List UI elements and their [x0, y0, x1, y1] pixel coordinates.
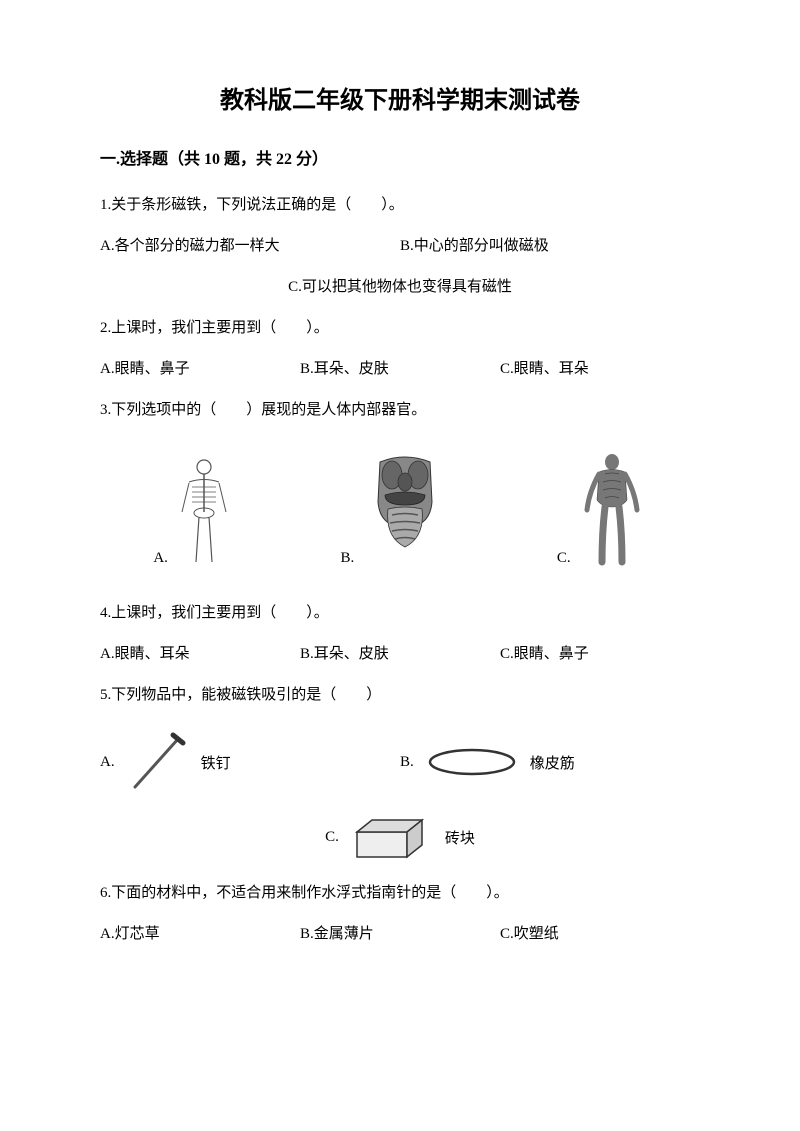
q6-option-b: B.金属薄片: [300, 918, 500, 951]
section-header: 一.选择题（共 10 题，共 22 分）: [100, 145, 700, 169]
q1-options-row2: C.可以把其他物体也变得具有磁性: [100, 271, 700, 304]
q1-option-c: C.可以把其他物体也变得具有磁性: [100, 271, 700, 304]
q3-image-options: A. B.: [100, 447, 700, 567]
q5-name-c: 砖块: [445, 827, 475, 848]
q4-options: A.眼睛、耳朵 B.耳朵、皮肤 C.眼睛、鼻子: [100, 638, 700, 671]
question-3: 3.下列选项中的（ ）展现的是人体内部器官。: [100, 394, 700, 427]
q6-option-c: C.吹塑纸: [500, 918, 700, 951]
q4-option-a: A.眼睛、耳朵: [100, 638, 300, 671]
skeleton-icon: [174, 457, 234, 567]
q4-option-c: C.眼睛、鼻子: [500, 638, 700, 671]
q5-label-b: B.: [400, 754, 414, 771]
q6-option-a: A.灯芯草: [100, 918, 300, 951]
question-2: 2.上课时，我们主要用到（ ）。: [100, 312, 700, 345]
rubber-band-icon: [422, 742, 522, 782]
q2-option-a: A.眼睛、鼻子: [100, 353, 300, 386]
q1-option-b: B.中心的部分叫做磁极: [400, 230, 700, 263]
q3-option-a: A.: [153, 457, 234, 567]
organs-icon: [360, 447, 450, 567]
brick-icon: [347, 812, 437, 862]
q4-option-b: B.耳朵、皮肤: [300, 638, 500, 671]
q5-option-c: C. 砖块: [100, 812, 700, 862]
q3-option-b: B.: [341, 447, 451, 567]
q3-label-c: C.: [557, 550, 571, 567]
q1-option-a: A.各个部分的磁力都一样大: [100, 230, 400, 263]
q5-label-a: A.: [100, 754, 115, 771]
q5-row1: A. 铁钉 B. 橡皮筋: [100, 727, 700, 797]
q5-row2: C. 砖块: [100, 812, 700, 862]
q5-option-b: B. 橡皮筋: [400, 742, 700, 782]
q5-name-b: 橡皮筋: [530, 752, 575, 773]
q6-options: A.灯芯草 B.金属薄片 C.吹塑纸: [100, 918, 700, 951]
question-6: 6.下面的材料中，不适合用来制作水浮式指南针的是（ ）。: [100, 877, 700, 910]
q3-option-c: C.: [557, 452, 647, 567]
muscular-body-icon: [577, 452, 647, 567]
page-title: 教科版二年级下册科学期末测试卷: [100, 80, 700, 115]
q2-option-c: C.眼睛、耳朵: [500, 353, 700, 386]
question-1: 1.关于条形磁铁，下列说法正确的是（ ）。: [100, 189, 700, 222]
q5-label-c: C.: [325, 829, 339, 846]
q5-name-a: 铁钉: [201, 752, 231, 773]
q1-options-row1: A.各个部分的磁力都一样大 B.中心的部分叫做磁极: [100, 230, 700, 263]
q2-options: A.眼睛、鼻子 B.耳朵、皮肤 C.眼睛、耳朵: [100, 353, 700, 386]
q3-label-b: B.: [341, 550, 355, 567]
q2-option-b: B.耳朵、皮肤: [300, 353, 500, 386]
q5-option-a: A. 铁钉: [100, 727, 400, 797]
q3-label-a: A.: [153, 550, 168, 567]
question-5: 5.下列物品中，能被磁铁吸引的是（ ）: [100, 679, 700, 712]
question-4: 4.上课时，我们主要用到（ ）。: [100, 597, 700, 630]
nail-icon: [123, 727, 193, 797]
